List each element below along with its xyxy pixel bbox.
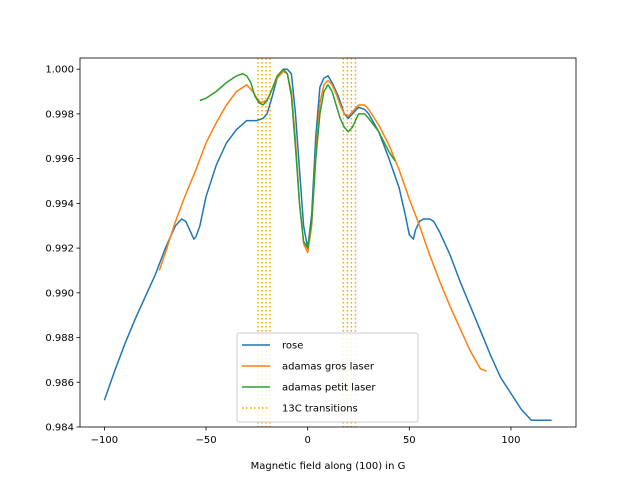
axes-frame (79, 57, 577, 428)
legend: rose adamas gros laser adamas petit laser 1… (236, 332, 419, 423)
x-tick-label-0: −100 (91, 435, 118, 446)
x-tick-label-3: 50 (403, 435, 416, 446)
y-tick-label-4: 0.992 (45, 244, 74, 255)
legend-label-2: adamas petit laser (282, 383, 376, 394)
y-tick-label-2: 0.988 (45, 333, 74, 344)
series-line-adamas-petit-laser (199, 68, 396, 249)
y-tick-label-7: 0.998 (45, 109, 74, 120)
legend-label-3: 13C transitions (282, 404, 358, 415)
y-tick-label-8: 1.000 (45, 65, 74, 76)
x-axis-label: Magnetic field along (100) in G (251, 461, 406, 472)
y-tick-label-6: 0.996 (45, 154, 74, 165)
legend-label-0: rose (282, 341, 303, 352)
plot-area (103, 58, 552, 427)
x-tick-label-1: −50 (195, 435, 216, 446)
y-tick-label-5: 0.994 (45, 199, 74, 210)
y-tick-label-0: 0.984 (45, 423, 74, 434)
series-line-rose (103, 68, 552, 422)
y-tick-label-1: 0.986 (45, 378, 74, 389)
y-tick-label-3: 0.990 (45, 288, 74, 299)
x-tick-label-4: 100 (501, 435, 520, 446)
legend-box (236, 332, 419, 423)
x-tick-label-2: 0 (304, 435, 310, 446)
axes: −100 −50 0 50 100 0.984 0.986 0.988 0.990 0.992 0.… (45, 57, 577, 446)
legend-label-1: adamas gros laser (282, 362, 375, 373)
